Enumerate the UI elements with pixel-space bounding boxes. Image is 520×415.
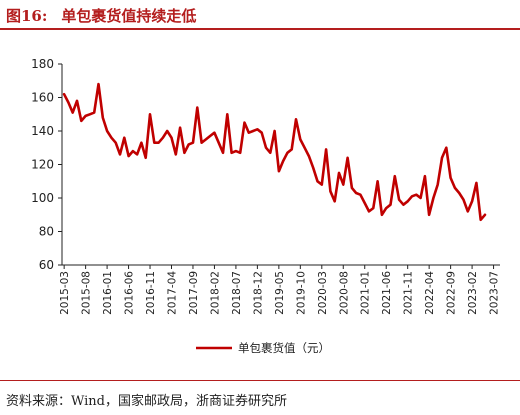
figure-header: 图16: 单包裹货值持续走低: [0, 0, 520, 30]
x-tick-label: 2017-04: [167, 271, 179, 315]
x-tick-label: 2020-03: [317, 271, 329, 315]
x-tick-label: 2022-09: [446, 271, 458, 315]
x-tick-label: 2021-01: [360, 271, 372, 315]
x-tick-label: 2023-02: [467, 271, 479, 315]
legend-label: 单包裹货值（元）: [238, 341, 330, 355]
series-line: [62, 82, 487, 222]
y-tick-label: 140: [31, 124, 54, 138]
x-tick-label: 2019-10: [295, 271, 307, 315]
x-tick-label: 2018-02: [209, 271, 221, 315]
x-tick-label: 2018-12: [252, 271, 264, 315]
y-tick-label: 120: [31, 158, 54, 172]
y-tick-label: 100: [31, 191, 54, 205]
figure-title-text: 单包裹货值持续走低: [61, 7, 197, 25]
x-tick-label: 2019-05: [274, 271, 286, 315]
y-axis: 60 80 100 120 140 160 180: [31, 57, 63, 272]
line-chart: 60 80 100 120 140 160 180 2015-03 2015-08 2016-0…: [31, 57, 501, 355]
x-tick-label: 2015-03: [59, 271, 71, 315]
x-tick-label: 2020-08: [338, 271, 350, 315]
header-rule: [0, 28, 520, 30]
series-layer: [62, 82, 487, 222]
y-tick-label: 180: [31, 57, 54, 71]
x-tick-label: 2018-07: [231, 271, 243, 315]
footer-rule: [0, 380, 520, 381]
legend: 单包裹货值（元）: [196, 341, 330, 355]
x-tick-label: 2023-07: [489, 271, 501, 315]
y-tick-label: 160: [31, 91, 54, 105]
x-tick-label: 2017-09: [188, 271, 200, 315]
figure-title: 图16: 单包裹货值持续走低: [6, 5, 196, 26]
x-tick-label: 2022-04: [424, 271, 436, 315]
x-tick-label: 2021-11: [403, 271, 415, 315]
source-note: 资料来源：Wind，国家邮政局，浙商证券研究所: [6, 394, 287, 409]
y-tick-label: 80: [39, 225, 54, 239]
x-tick-label: 2021-06: [381, 271, 393, 315]
x-tick-label: 2016-11: [145, 271, 157, 315]
x-tick-label: 2016-06: [124, 271, 136, 315]
x-axis: 2015-03 2015-08 2016-01 2016-06 2016-11 2017-…: [59, 264, 501, 315]
y-tick-label: 60: [39, 258, 54, 272]
x-tick-label: 2015-08: [81, 271, 93, 315]
x-tick-label: 2016-01: [102, 271, 114, 315]
figure-number: 图16:: [6, 7, 48, 25]
